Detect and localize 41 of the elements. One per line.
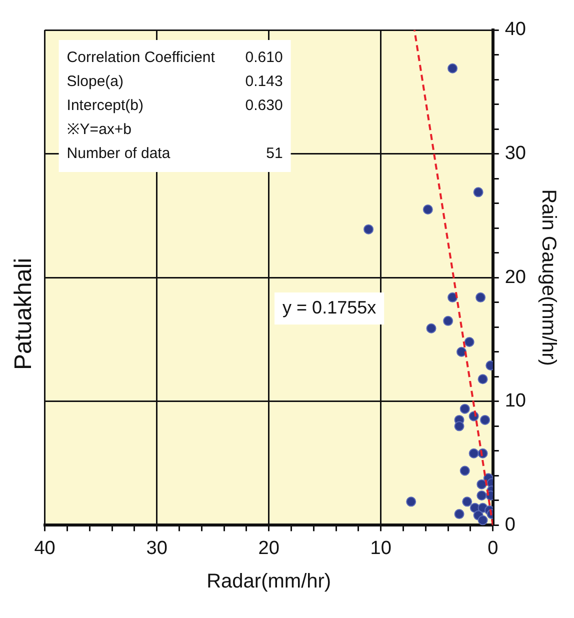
point	[480, 414, 490, 425]
text: Slope(a) 0.143	[66, 73, 283, 90]
x-tick-label: 40	[34, 538, 56, 559]
point	[422, 204, 433, 215]
text: Patuakhali	[10, 258, 38, 370]
x-tick-label: 10	[370, 538, 392, 559]
point	[364, 224, 374, 234]
y-tick-label: 0	[504, 514, 516, 536]
point	[468, 448, 479, 458]
point	[476, 479, 487, 490]
text: Number of data 51	[66, 145, 283, 162]
point	[426, 323, 436, 334]
x-axis-title: Radar(mm/hr)	[206, 570, 332, 593]
annotation: ※Y=ax+b	[66, 121, 132, 138]
point	[454, 421, 464, 432]
point	[448, 63, 458, 74]
point	[406, 496, 416, 507]
y-tick-label: 30	[504, 143, 526, 164]
point	[476, 490, 487, 500]
text: Correlation Coefficient 0.610	[66, 49, 283, 66]
point	[473, 187, 484, 198]
y-tick-label: 40	[504, 19, 526, 40]
text: y = 0.1755x	[282, 298, 376, 318]
y-axis-title: Rain Gauge(mm/hr)	[537, 189, 560, 366]
y-tick-label: 10	[504, 390, 526, 412]
y-tick-label: 20	[504, 266, 526, 288]
point	[464, 336, 474, 347]
point	[460, 404, 470, 414]
x-tick-label: 20	[258, 538, 280, 559]
point	[462, 496, 472, 507]
point	[456, 346, 466, 357]
text: Intercept(b) 0.630	[66, 97, 283, 114]
point	[454, 509, 464, 520]
point	[476, 292, 486, 302]
point	[478, 374, 488, 384]
point	[448, 292, 458, 302]
point	[443, 316, 454, 326]
x-tick-label: 30	[146, 538, 168, 559]
point	[478, 515, 488, 526]
x-tick-label: 0	[488, 538, 498, 559]
point	[460, 466, 470, 476]
